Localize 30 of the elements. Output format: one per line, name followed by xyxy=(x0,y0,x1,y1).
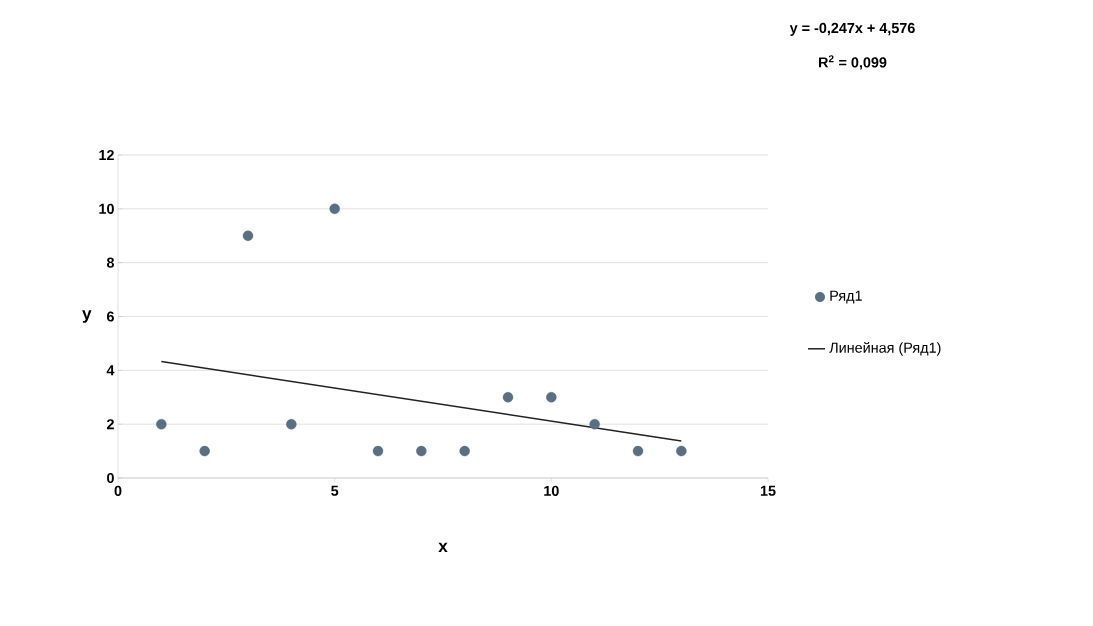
x-tick-label: 10 xyxy=(544,485,559,496)
x-tick-label: 15 xyxy=(760,485,776,496)
point xyxy=(546,392,557,403)
point xyxy=(242,230,254,241)
legend-label: Ряд1 xyxy=(830,290,862,304)
y-tick-label: 8 xyxy=(106,257,115,268)
text: y = -0,247x + 4,576 xyxy=(789,22,915,36)
y-tick-label: 6 xyxy=(107,311,114,322)
y-tick-label: 12 xyxy=(99,149,114,161)
point xyxy=(156,418,167,430)
point xyxy=(286,418,297,430)
x-tick-label: 0 xyxy=(114,485,122,496)
y-tick-label: 4 xyxy=(106,365,115,376)
text: R$^{2}$ = 0,099 xyxy=(819,55,887,70)
point xyxy=(199,445,210,457)
point xyxy=(502,392,514,403)
y-tick-label: 10 xyxy=(99,203,114,214)
point xyxy=(459,445,470,457)
x-axis-title: x xyxy=(438,542,448,552)
legend-label: Линейная (Ряд1) xyxy=(829,341,941,356)
point xyxy=(329,203,340,215)
point xyxy=(416,445,427,457)
y-axis-title: y xyxy=(82,310,92,323)
y-tick-label: 0 xyxy=(107,472,114,484)
point xyxy=(589,418,600,430)
point xyxy=(632,445,644,457)
y-tick-label: 2 xyxy=(106,419,114,430)
point xyxy=(676,445,687,457)
x-tick-label: 5 xyxy=(331,485,339,496)
point xyxy=(372,445,384,457)
